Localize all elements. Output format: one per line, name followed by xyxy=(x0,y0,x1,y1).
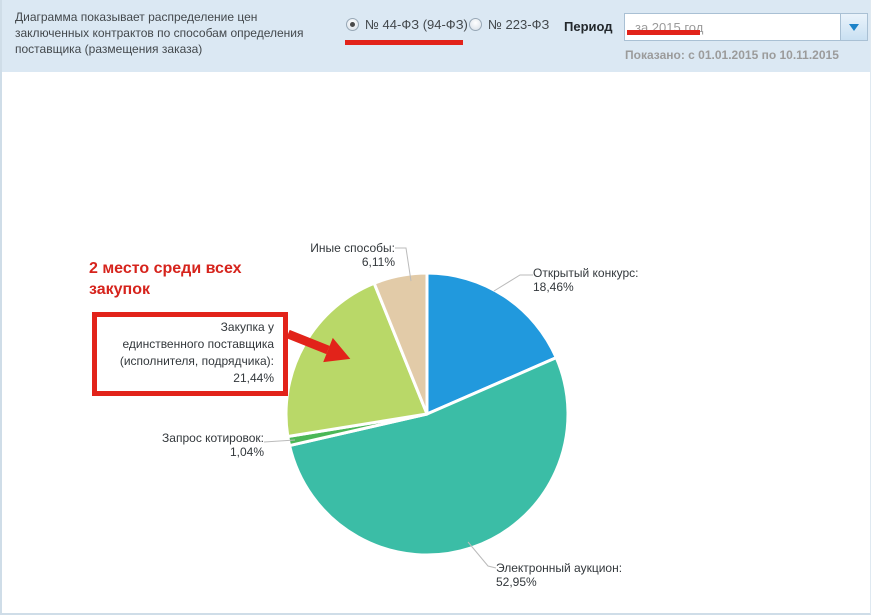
callout-auction-name: Электронный аукцион: xyxy=(496,561,623,575)
period-label: Период xyxy=(564,19,613,34)
pie-slice-0[interactable] xyxy=(425,271,558,416)
callout-quotation-request: Запрос котировок: 1,04% xyxy=(140,431,264,459)
callout-other-pct: 6,11% xyxy=(361,255,395,269)
law-filter-223fz-label: № 223-ФЗ xyxy=(488,17,550,32)
callout-open-pct: 18,46% xyxy=(533,280,574,294)
pie-slice-1[interactable] xyxy=(288,356,570,557)
header-bar: Диаграмма показывает распределение цен з… xyxy=(2,0,870,72)
callout-other-methods: Иные способы: 6,11% xyxy=(275,241,395,269)
leader-lines xyxy=(263,247,533,569)
period-select[interactable]: за 2015 год xyxy=(624,13,868,41)
callout-auction-pct: 52,95% xyxy=(496,575,537,589)
callout-quote-name: Запрос котировок: xyxy=(162,431,264,445)
pie-chart xyxy=(263,247,570,569)
law-filter-44fz[interactable]: № 44-ФЗ (94-ФЗ) xyxy=(346,17,468,32)
chart-description: Диаграмма показывает распределение цен з… xyxy=(15,10,304,56)
callout-open-tender: Открытый конкурс: 18,46% xyxy=(533,266,673,294)
chevron-down-icon xyxy=(849,23,859,31)
single-supplier-highlight-box: Закупка у единственного поставщика (испо… xyxy=(92,312,288,396)
single-supplier-line3: (исполнителя, подрядчика): xyxy=(119,354,274,368)
red-arrow xyxy=(286,329,351,363)
law-filter-red-underline xyxy=(345,40,463,45)
callout-quote-pct: 1,04% xyxy=(229,445,264,459)
single-supplier-line1: Закупка у xyxy=(220,320,274,334)
dropdown-arrow-button[interactable] xyxy=(840,14,867,40)
callout-e-auction: Электронный аукцион: 52,95% xyxy=(496,561,656,589)
callout-other-name: Иные способы: xyxy=(310,241,395,255)
period-red-underline xyxy=(627,30,700,35)
pie-slices[interactable] xyxy=(284,271,570,557)
law-filter-223fz[interactable]: № 223-ФЗ xyxy=(469,17,549,32)
law-filter-44fz-label: № 44-ФЗ (94-ФЗ) xyxy=(365,17,468,32)
radio-selected-icon[interactable] xyxy=(346,18,359,31)
single-supplier-line2: единственного поставщика xyxy=(122,337,274,351)
single-supplier-pct: 21,44% xyxy=(233,371,274,385)
callout-open-name: Открытый конкурс: xyxy=(533,266,639,280)
rank-annotation: 2 место среди всех закупок xyxy=(89,260,242,298)
date-range-status: Показано: с 01.01.2015 по 10.11.2015 xyxy=(625,48,839,62)
pie-slice-4[interactable] xyxy=(372,271,429,416)
radio-unselected-icon[interactable] xyxy=(469,18,482,31)
callout-single-supplier: Закупка у единственного поставщика (испо… xyxy=(102,319,274,387)
